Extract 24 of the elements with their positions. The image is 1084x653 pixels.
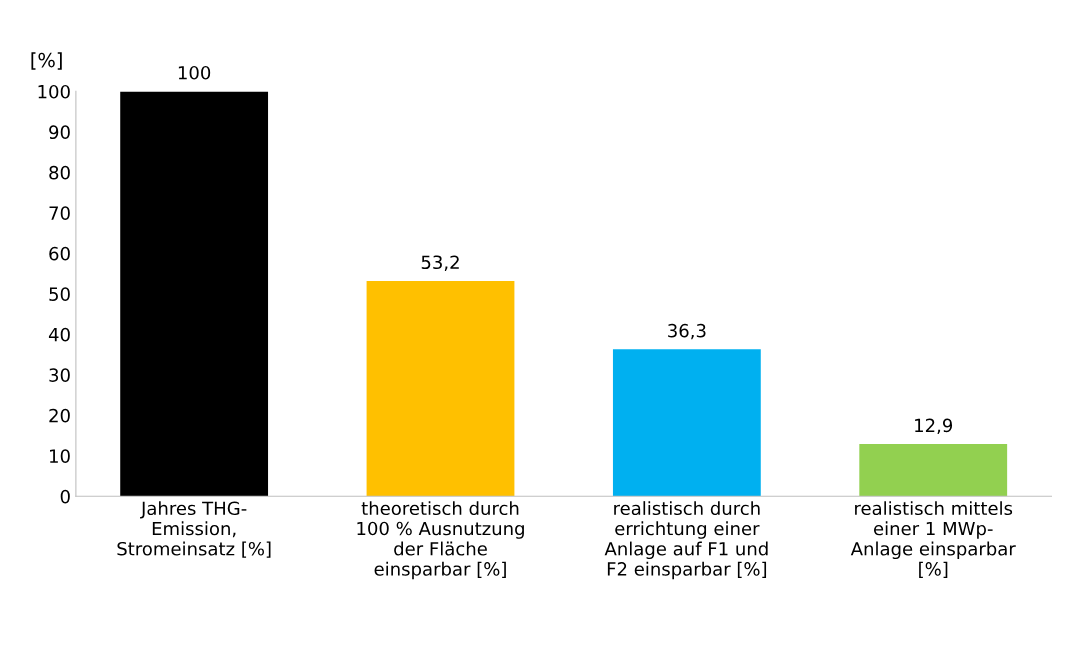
- y-tick-label: 90: [49, 125, 70, 140]
- data-label: 53,2: [421, 255, 459, 271]
- bar: [366, 280, 515, 497]
- data-label: 100: [178, 65, 211, 80]
- data-label: 36,3: [668, 323, 706, 340]
- x-tick-label: realistisch durch errichtung einer Anlage auf F1 und F2 einsparbar [%]: [604, 501, 768, 580]
- data-label: 12,9: [915, 418, 953, 435]
- y-tick-label: 80: [49, 165, 70, 180]
- y-axis-title: [%]: [31, 52, 62, 70]
- y-tick-label: 40: [48, 327, 70, 342]
- y-tick-label: 70: [49, 206, 70, 220]
- x-tick-label: Jahres THG- Emission, Stromeinsatz [%]: [117, 501, 271, 558]
- bar: [120, 91, 269, 497]
- y-tick-label: 0: [60, 489, 70, 504]
- y-tick-label: 20: [49, 408, 70, 423]
- bar: [612, 349, 761, 497]
- y-tick-label: 30: [49, 368, 70, 382]
- y-tick-label: 50: [49, 287, 70, 301]
- x-tick-label: realistisch mittels einer 1 MWp- Anlage einsparbar [%]: [850, 501, 1016, 578]
- x-tick-label: theoretisch durch 100 % Ausnutzung der Fläche einsparbar [%]: [357, 501, 524, 580]
- y-tick-label: 60: [49, 246, 70, 261]
- bar: [859, 444, 1008, 497]
- y-tick-label: 100: [38, 84, 70, 99]
- y-tick-label: 10: [50, 449, 70, 463]
